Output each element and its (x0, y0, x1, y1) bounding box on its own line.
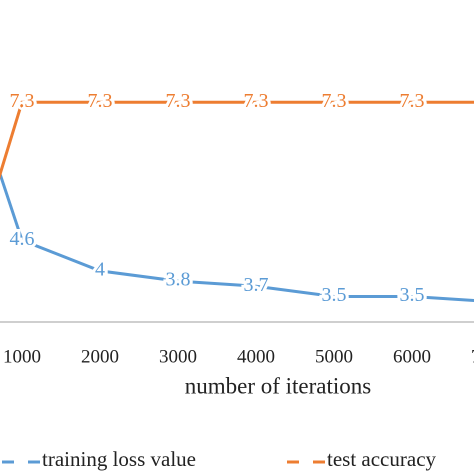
x-tick-label: 4000 (237, 346, 275, 367)
data-label: 3.8 (166, 269, 191, 291)
data-label: 4 (95, 258, 105, 280)
x-tick-label: 3000 (159, 346, 197, 367)
data-label: 4.6 (10, 228, 35, 250)
legend-label: training loss value (42, 447, 196, 471)
x-axis-title: number of iterations (185, 373, 372, 398)
data-label: 7.3 (322, 90, 347, 112)
x-tick-label: 7000 (471, 346, 474, 367)
data-label: 7.3 (244, 90, 269, 112)
x-tick-label: 6000 (393, 346, 431, 367)
data-label: 7.3 (400, 90, 425, 112)
series-line (0, 169, 474, 303)
legend-label: test accuracy (327, 447, 437, 471)
data-label: 7.3 (166, 90, 191, 112)
legend-item: training loss value (2, 447, 196, 471)
data-label: 3.7 (244, 274, 269, 296)
data-label: 3.5 (400, 284, 425, 306)
data-label: 7.3 (88, 90, 113, 112)
x-tick-label: 5000 (315, 346, 353, 367)
data-label: 7.3 (10, 90, 35, 112)
data-label: 3.5 (322, 284, 347, 306)
x-tick-label: 1000 (3, 346, 41, 367)
legend-item: test accuracy (287, 447, 437, 471)
x-tick-label: 2000 (81, 346, 119, 367)
series-line (0, 100, 474, 180)
